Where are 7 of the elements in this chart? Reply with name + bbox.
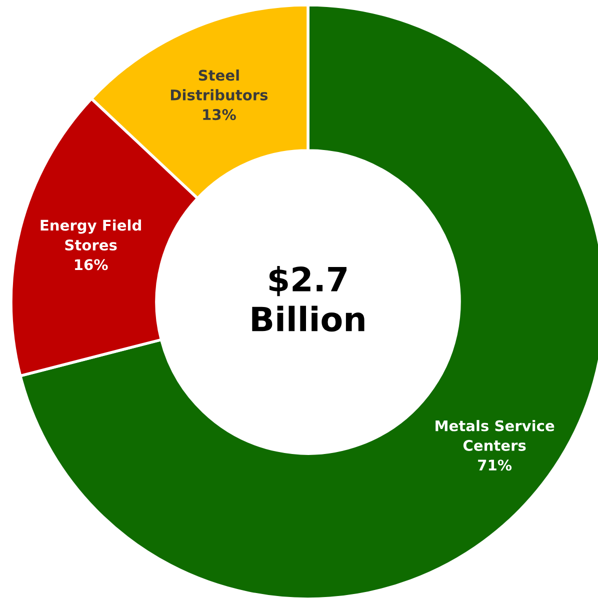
data-label: 71% <box>478 460 512 471</box>
slice-label: Steel Distributors <box>170 69 268 100</box>
text: $2.7 Billion <box>252 266 364 332</box>
data-label: 13% <box>203 109 236 120</box>
slice-label: Energy Field Stores <box>40 219 141 251</box>
slice-label: Metals Service Centers <box>436 420 554 451</box>
data-label: 16% <box>75 259 108 270</box>
